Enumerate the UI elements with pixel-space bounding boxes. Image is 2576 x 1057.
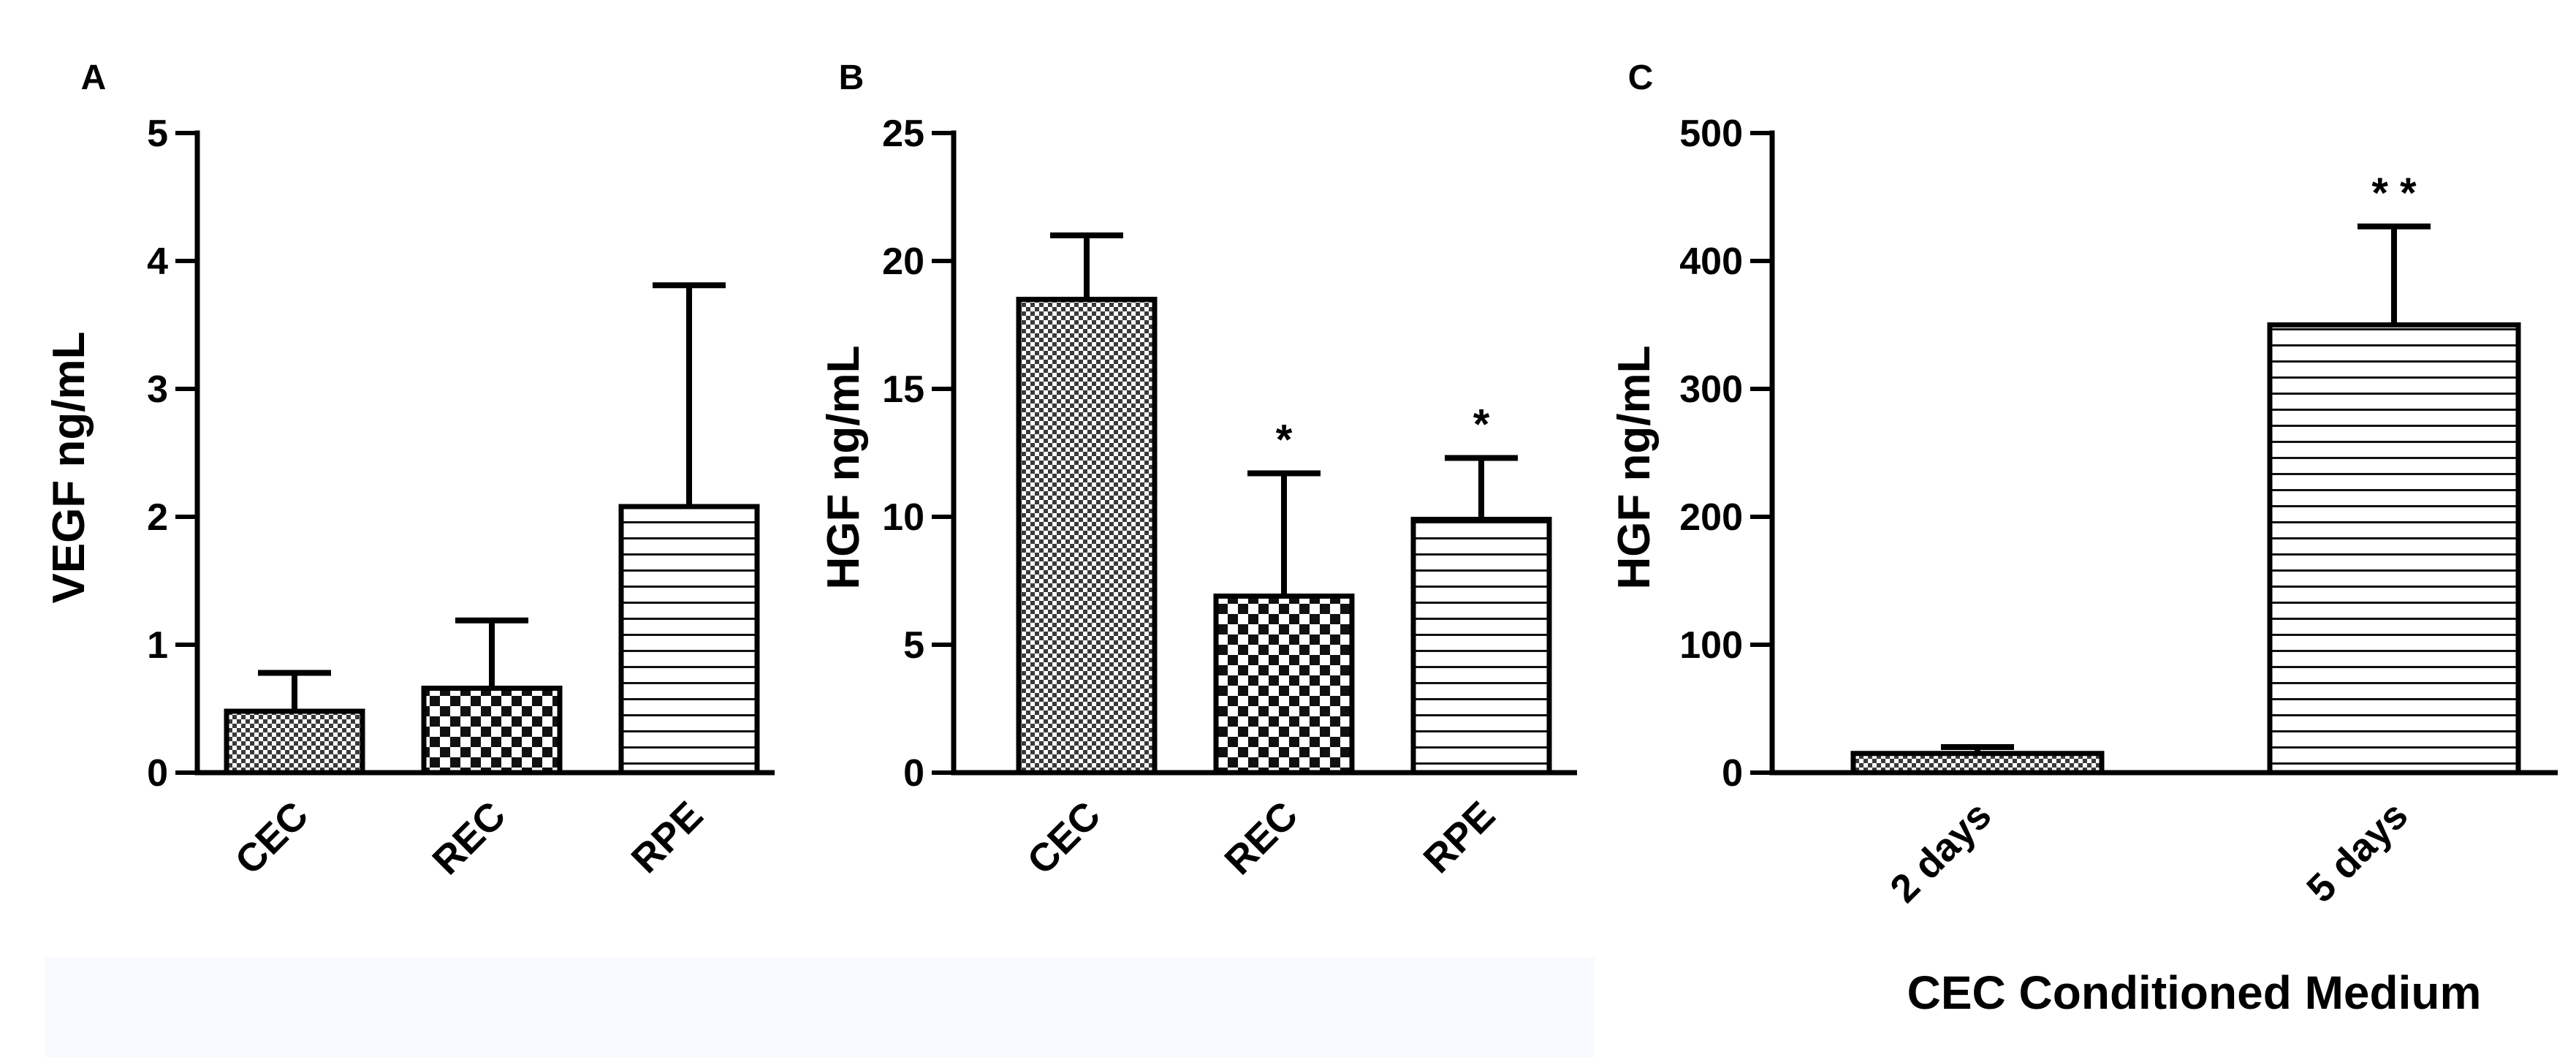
y-tick-label: 5 (903, 624, 924, 667)
x-tick-label: REC (1216, 793, 1306, 883)
y-tick-label: 25 (882, 113, 924, 155)
bar (224, 708, 365, 776)
bar (1850, 751, 2105, 776)
bar (1213, 594, 1355, 776)
y-tick-label: 200 (1679, 496, 1743, 539)
x-tick-label: 2 days (1882, 793, 1999, 911)
y-axis-label: HGF ng/mL (818, 345, 869, 589)
bar (1016, 297, 1158, 776)
y-tick-label: 10 (882, 496, 924, 539)
x-tick-label: 5 days (2298, 793, 2416, 911)
x-tick-label: RPE (1416, 793, 1504, 882)
x-tick-label: CEC (227, 793, 316, 883)
bar (618, 504, 760, 776)
x-tick-label: CEC (1019, 793, 1109, 883)
panel-label: B (839, 58, 865, 97)
y-tick-label: 1 (147, 624, 168, 667)
significance-marker: * (1473, 401, 1490, 449)
bar (1410, 517, 1552, 776)
y-tick-label: 500 (1679, 113, 1743, 155)
y-tick-label: 2 (147, 496, 168, 539)
y-tick-label: 20 (882, 240, 924, 283)
y-tick-label: 15 (882, 368, 924, 411)
bar (2267, 322, 2521, 776)
bar (421, 686, 563, 776)
significance-marker: * * (2371, 170, 2417, 217)
x-axis-label: CEC Conditioned Medium (1907, 966, 2482, 1019)
y-tick-label: 0 (1722, 752, 1743, 795)
y-tick-label: 100 (1679, 624, 1743, 667)
y-tick-label: 4 (147, 240, 168, 283)
x-tick-label: RPE (623, 793, 712, 882)
y-tick-label: 300 (1679, 368, 1743, 411)
panel-label: C (1628, 58, 1654, 97)
y-tick-label: 3 (147, 368, 168, 411)
y-tick-label: 0 (147, 752, 168, 795)
y-tick-label: 5 (147, 113, 168, 155)
panel-label: A (81, 58, 107, 97)
y-axis-label: VEGF ng/mL (44, 332, 94, 604)
significance-marker: * (1276, 417, 1293, 464)
x-tick-label: REC (424, 793, 514, 883)
y-tick-label: 0 (903, 752, 924, 795)
background-tint (45, 958, 1595, 1057)
y-tick-label: 400 (1679, 240, 1743, 283)
y-axis-label: HGF ng/mL (1609, 345, 1660, 589)
